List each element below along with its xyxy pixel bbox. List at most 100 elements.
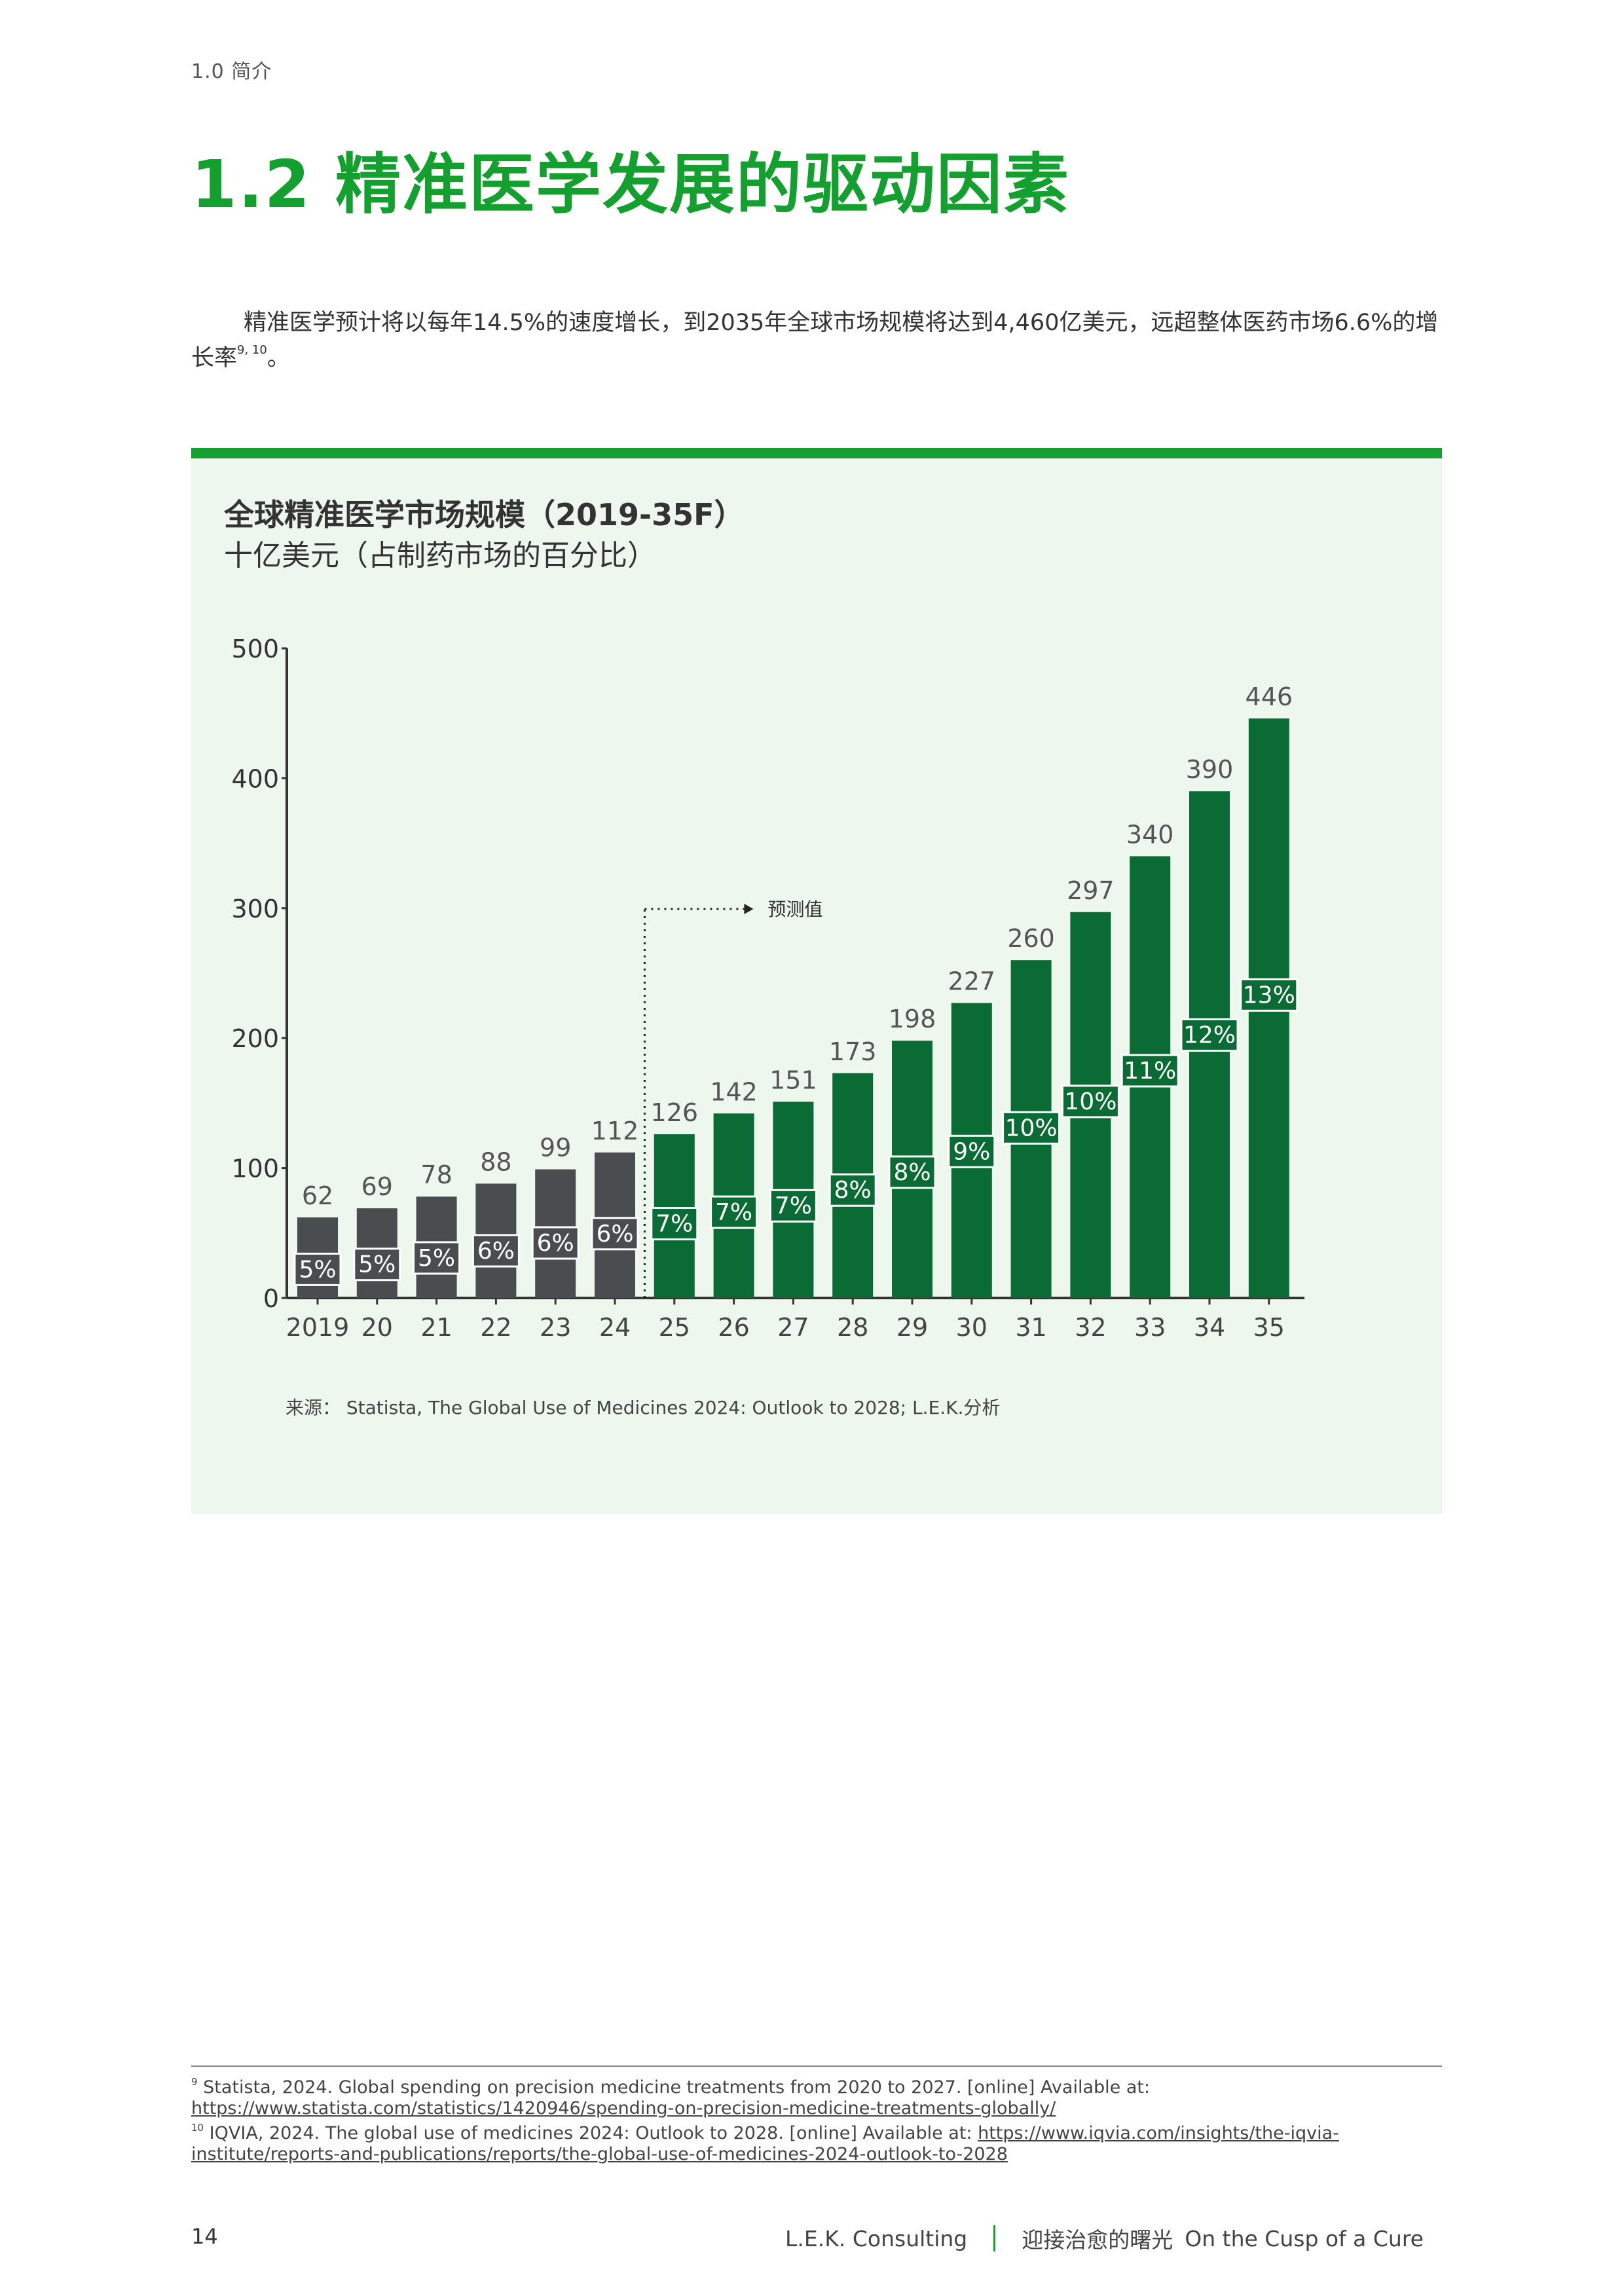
chart-panel: 全球精准医学市场规模（2019-35F） 十亿美元（占制药市场的百分比） 0 10… [191,448,1442,1514]
share-label: 7% [715,1199,752,1226]
footnote-text: IQVIA, 2024. The global use of medicines… [204,2123,978,2143]
value-label: 69 [361,1172,393,1201]
share-badge [413,1241,461,1275]
y-tick-label: 500 [231,635,279,663]
x-tick-label: 25 [659,1313,690,1342]
footnote-10: 10 IQVIA, 2024. The global use of medici… [191,2123,1442,2165]
footer-brand: L.E.K. Consulting 迎接治愈的曙光 On the Cusp of… [785,2223,1424,2254]
chart-source: 来源： Statista, The Global Use of Medicine… [286,1397,1001,1418]
share-label: 6% [477,1238,515,1265]
share-label: 10% [1005,1115,1058,1141]
share-label: 11% [1124,1058,1176,1084]
y-tick-label: 0 [263,1284,279,1313]
footnote-link[interactable]: https://www.iqvia.com/insights/the-iqvia… [191,2123,1339,2164]
share-label: 9% [953,1138,990,1165]
breadcrumb: 1.0 简介 [191,60,272,83]
value-label: 62 [302,1181,333,1210]
share-label: 5% [358,1251,396,1278]
share-badge [650,1207,699,1241]
intro-text: 精准医学预计将以每年14.5%的速度增长，到2035年全球市场规模将达到4,46… [191,310,1439,371]
footer-company: L.E.K. Consulting [785,2225,968,2251]
x-tick-label: 31 [1015,1313,1046,1342]
share-label: 12% [1183,1022,1236,1048]
share-label: 5% [418,1245,455,1272]
value-label: 78 [420,1160,452,1189]
x-tick-label: 29 [896,1313,928,1342]
x-tick-label: 28 [837,1313,868,1342]
share-badge [1180,1018,1239,1052]
share-label: 5% [299,1256,336,1283]
value-label: 260 [1007,924,1055,953]
share-badge [1120,1054,1179,1088]
share-badge [591,1217,639,1251]
bar-chart: 0 100 200 300 400 500 62 5% 2019 69 5% 20 78 5% 21 88 6%… [231,635,1304,1342]
value-label: 446 [1246,682,1293,711]
value-label: 340 [1126,820,1174,849]
value-label: 198 [889,1005,936,1033]
share-badge [1240,978,1299,1012]
x-tick-label: 24 [599,1313,631,1342]
x-tick-label: 2019 [286,1313,350,1342]
footnote-divider [191,2065,1442,2067]
forecast-arrow-head [744,904,754,914]
share-label: 7% [655,1211,693,1238]
share-label: 13% [1243,982,1295,1009]
x-tick-label: 23 [540,1313,571,1342]
footer-separator [993,2225,996,2251]
share-label: 8% [893,1159,931,1186]
x-tick-label: 26 [718,1313,749,1342]
share-badge [828,1173,877,1207]
value-label: 390 [1186,755,1234,784]
value-label: 99 [540,1134,571,1162]
forecast-label: 预测值 [767,898,822,920]
chart-title: 全球精准医学市场规模（2019-35F） [224,497,745,532]
value-label: 173 [829,1037,877,1066]
value-label: 297 [1067,876,1115,905]
share-label: 8% [834,1177,872,1204]
share-badge [531,1226,580,1260]
intro-footnote-refs: 9, 10 [237,343,267,357]
footer-report-cn: 迎接治愈的曙光 [1022,2227,1173,2253]
footnote-9: 9 Statista, 2024. Global spending on pre… [191,2077,1442,2119]
share-badge [1061,1084,1120,1119]
x-tick-label: 27 [777,1313,809,1342]
share-badge [948,1134,996,1168]
share-badge [471,1234,520,1268]
share-label: 7% [775,1193,812,1219]
x-tick-label: 21 [420,1313,452,1342]
footnote-number: 10 [191,2122,204,2134]
footnote-link[interactable]: https://www.statista.com/statistics/1420… [191,2098,1056,2119]
intro-paragraph: 精准医学预计将以每年14.5%的速度增长，到2035年全球市场规模将达到4,46… [191,305,1442,376]
share-label: 10% [1064,1088,1116,1115]
y-tick-label: 200 [231,1024,279,1053]
x-tick-label: 20 [361,1313,393,1342]
footer-report-en: On the Cusp of a Cure [1185,2225,1424,2251]
value-label: 151 [769,1065,817,1094]
value-label: 112 [591,1117,639,1145]
y-tick-label: 300 [231,895,279,923]
chart-subtitle: 十亿美元（占制药市场的百分比） [224,539,656,572]
share-label: 6% [596,1221,633,1248]
x-tick-label: 32 [1075,1313,1106,1342]
value-label: 227 [948,967,996,996]
value-label: 126 [651,1098,699,1127]
share-badge [1002,1111,1061,1145]
x-tick-label: 30 [956,1313,987,1342]
y-tick-label: 400 [231,764,279,793]
footnote-number: 9 [191,2076,198,2088]
share-badge [888,1155,936,1189]
y-tick-label: 100 [231,1155,279,1183]
footnote-text: Statista, 2024. Global spending on preci… [197,2077,1151,2098]
share-badge [293,1252,342,1286]
share-badge [710,1195,758,1229]
share-label: 6% [537,1230,574,1257]
share-badge [769,1189,817,1223]
x-tick-label: 35 [1253,1313,1285,1342]
page-number: 14 [191,2224,218,2249]
page-title: 1.2 精准医学发展的驱动因素 [191,146,1070,223]
x-tick-label: 34 [1194,1313,1225,1342]
value-label: 142 [710,1077,758,1106]
x-tick-label: 33 [1134,1313,1166,1342]
value-label: 88 [480,1147,511,1176]
intro-end: 。 [267,345,290,371]
